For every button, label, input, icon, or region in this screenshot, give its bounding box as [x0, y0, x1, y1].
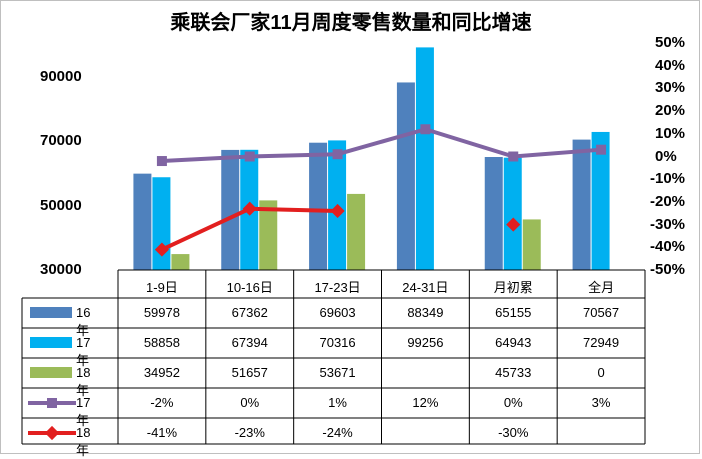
- series-name: 18年: [76, 425, 91, 458]
- bar-18年-10-16日: [259, 200, 278, 270]
- line-segment-1: [247, 206, 340, 213]
- line-segment-1: [159, 206, 252, 252]
- bar-18年-月初累: [522, 219, 541, 270]
- line-segment-0: [511, 147, 604, 159]
- right-tick-label: -30%: [650, 215, 686, 233]
- data-label: -2%: [150, 395, 174, 410]
- line-marker-square: [244, 151, 255, 162]
- line-segment-0: [247, 152, 340, 159]
- data-label: -24%: [322, 425, 353, 440]
- bar-17年-24-31日: [415, 47, 434, 270]
- data-label: 53671: [319, 365, 356, 380]
- data-label: 70316: [319, 335, 356, 350]
- data-label: -30%: [498, 425, 529, 440]
- line-marker-diamond: [330, 203, 345, 219]
- legend-key-bar: [30, 367, 72, 378]
- data-label: 72949: [582, 335, 620, 350]
- data-label: 69603: [319, 305, 356, 320]
- legend-key-bar: [30, 337, 72, 348]
- data-label: 51657: [231, 365, 268, 380]
- data-label: 0: [597, 365, 605, 380]
- series-name: 17年: [76, 395, 91, 428]
- left-tick-label: 90000: [40, 68, 82, 86]
- line-marker-diamond: [154, 242, 169, 257]
- data-label: 0%: [240, 395, 260, 410]
- bar-16年-全月: [572, 139, 591, 270]
- line-segment-0: [159, 154, 252, 164]
- line-marker-square: [508, 151, 519, 162]
- series-name: 17年: [76, 335, 91, 368]
- data-label: 12%: [412, 395, 439, 410]
- data-label: 3%: [591, 395, 611, 410]
- line-marker-diamond: [506, 217, 521, 232]
- data-label: 58858: [143, 335, 180, 350]
- left-tick-label: 50000: [40, 196, 82, 214]
- line-marker-square: [596, 144, 607, 155]
- category-label: 全月: [588, 280, 615, 295]
- data-label: 99256: [407, 335, 444, 350]
- chart-title: 乘联会厂家11月周度零售数量和同比增速: [170, 12, 532, 34]
- right-tick-label: 20%: [655, 102, 686, 120]
- line-marker-diamond: [242, 201, 257, 216]
- right-tick-label: -20%: [650, 192, 686, 210]
- series-name: 18年: [76, 365, 91, 398]
- right-tick-label: -10%: [650, 170, 686, 188]
- data-label: 70567: [582, 305, 620, 320]
- category-label: 月初累: [493, 280, 533, 295]
- data-label: 67394: [231, 335, 268, 350]
- data-label: 88349: [407, 305, 444, 320]
- left-tick-label: 30000: [40, 261, 82, 278]
- data-label: 45733: [495, 365, 532, 380]
- data-label: 1%: [328, 395, 347, 410]
- bar-16年-17-23日: [309, 142, 328, 270]
- data-label: 34952: [143, 365, 180, 380]
- right-tick-label: 30%: [655, 79, 686, 97]
- line-marker-square: [420, 124, 431, 135]
- category-label: 17-23日: [314, 280, 361, 295]
- bar-16年-10-16日: [221, 149, 240, 270]
- data-label: 0%: [503, 395, 523, 410]
- line-segment-0: [335, 127, 428, 157]
- bar-17年-月初累: [503, 157, 522, 270]
- bar-16年-1-9日: [133, 173, 152, 270]
- bar-16年-月初累: [484, 157, 503, 270]
- legend-marker-diamond: [44, 425, 60, 441]
- bar-17年-全月: [591, 131, 610, 270]
- data-label: 64943: [495, 335, 532, 350]
- bar-18年-1-9日: [171, 254, 190, 270]
- right-tick-label: -40%: [650, 238, 686, 256]
- data-label: 59978: [143, 305, 180, 320]
- bar-18年-17-23日: [347, 193, 366, 270]
- right-tick-label: 10%: [655, 124, 686, 142]
- data-label: -41%: [146, 425, 178, 440]
- category-label: 10-16日: [226, 280, 273, 295]
- category-label: 1-9日: [146, 280, 178, 295]
- right-tick-label: 50%: [655, 34, 686, 51]
- series-name: 16年: [76, 305, 91, 338]
- right-tick-label: 0%: [655, 147, 677, 165]
- data-label: -23%: [234, 425, 265, 440]
- right-tick-label: 40%: [655, 56, 686, 74]
- right-tick-label: -50%: [650, 261, 686, 278]
- line-marker-square: [156, 156, 167, 167]
- bar-16年-24-31日: [396, 82, 415, 270]
- left-tick-label: 70000: [40, 132, 82, 150]
- line-segment-0: [423, 127, 516, 159]
- data-label: 67362: [231, 305, 268, 320]
- category-label: 24-31日: [402, 280, 449, 295]
- legend-key-bar: [30, 307, 72, 318]
- line-marker-square: [332, 149, 343, 160]
- data-label: 65155: [495, 305, 532, 320]
- legend-marker-square: [47, 398, 57, 408]
